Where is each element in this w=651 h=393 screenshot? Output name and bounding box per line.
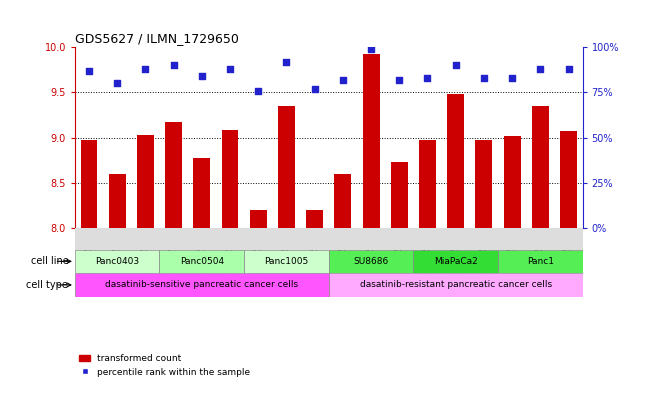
Bar: [193, 158, 210, 228]
Point: [281, 59, 292, 65]
Bar: [504, 136, 521, 228]
Bar: [335, 174, 352, 228]
Bar: [329, 273, 583, 297]
Bar: [250, 210, 267, 228]
Bar: [75, 273, 329, 297]
Point: [394, 77, 404, 83]
Bar: [363, 54, 380, 228]
Point: [225, 66, 235, 72]
Text: dasatinib-sensitive pancreatic cancer cells: dasatinib-sensitive pancreatic cancer ce…: [105, 281, 298, 289]
Bar: [413, 250, 498, 273]
Point: [535, 66, 546, 72]
Point: [450, 62, 461, 68]
Bar: [498, 250, 583, 273]
Text: MiaPaCa2: MiaPaCa2: [434, 257, 478, 266]
Point: [253, 87, 264, 94]
Bar: [221, 130, 238, 228]
Text: SU8686: SU8686: [353, 257, 389, 266]
Text: dasatinib-resistant pancreatic cancer cells: dasatinib-resistant pancreatic cancer ce…: [359, 281, 552, 289]
Bar: [165, 122, 182, 228]
Bar: [75, 250, 159, 273]
Bar: [278, 106, 295, 228]
Point: [422, 75, 433, 81]
Point: [366, 46, 376, 52]
Text: cell line: cell line: [31, 256, 68, 266]
Point: [478, 75, 489, 81]
Text: GDS5627 / ILMN_1729650: GDS5627 / ILMN_1729650: [75, 31, 239, 44]
Bar: [391, 162, 408, 228]
Text: Panc0403: Panc0403: [95, 257, 139, 266]
Bar: [244, 250, 329, 273]
Bar: [447, 94, 464, 228]
Point: [112, 80, 122, 86]
Bar: [137, 135, 154, 228]
Bar: [81, 140, 98, 228]
Bar: [475, 140, 492, 228]
Bar: [109, 174, 126, 228]
Text: Panc0504: Panc0504: [180, 257, 224, 266]
Bar: [159, 250, 244, 273]
Text: Panc1: Panc1: [527, 257, 554, 266]
Point: [338, 77, 348, 83]
Text: cell type: cell type: [27, 280, 68, 290]
Bar: [560, 131, 577, 228]
Bar: [532, 106, 549, 228]
Bar: [306, 210, 323, 228]
Point: [309, 86, 320, 92]
Point: [197, 73, 207, 79]
Legend: transformed count, percentile rank within the sample: transformed count, percentile rank withi…: [79, 354, 251, 377]
Point: [140, 66, 150, 72]
Text: Panc1005: Panc1005: [264, 257, 309, 266]
Point: [84, 68, 94, 74]
Point: [507, 75, 518, 81]
Point: [563, 66, 574, 72]
Bar: [329, 250, 413, 273]
Point: [169, 62, 179, 68]
Bar: [419, 140, 436, 228]
